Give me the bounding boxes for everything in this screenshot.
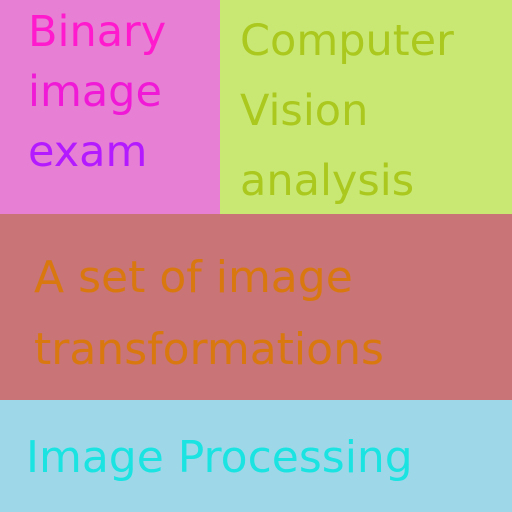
vision-line-3: analysis xyxy=(240,156,415,206)
transform-line-1: A set of image xyxy=(34,252,353,303)
vision-line-1: Computer xyxy=(240,16,454,66)
binary-line-2: image xyxy=(28,67,162,117)
image-processing-tile: Image Processing xyxy=(0,400,512,512)
binary-line-3: exam xyxy=(28,127,148,177)
binary-image-exam-tile: Binary image exam xyxy=(0,0,220,214)
binary-line-1: Binary xyxy=(28,7,167,57)
processing-line-1: Image Processing xyxy=(26,432,413,483)
image-transformations-tile: A set of image transformations xyxy=(0,214,512,400)
computer-vision-tile: Computer Vision analysis xyxy=(220,0,512,214)
vision-line-2: Vision xyxy=(240,86,369,136)
transform-line-2: transformations xyxy=(34,324,384,375)
